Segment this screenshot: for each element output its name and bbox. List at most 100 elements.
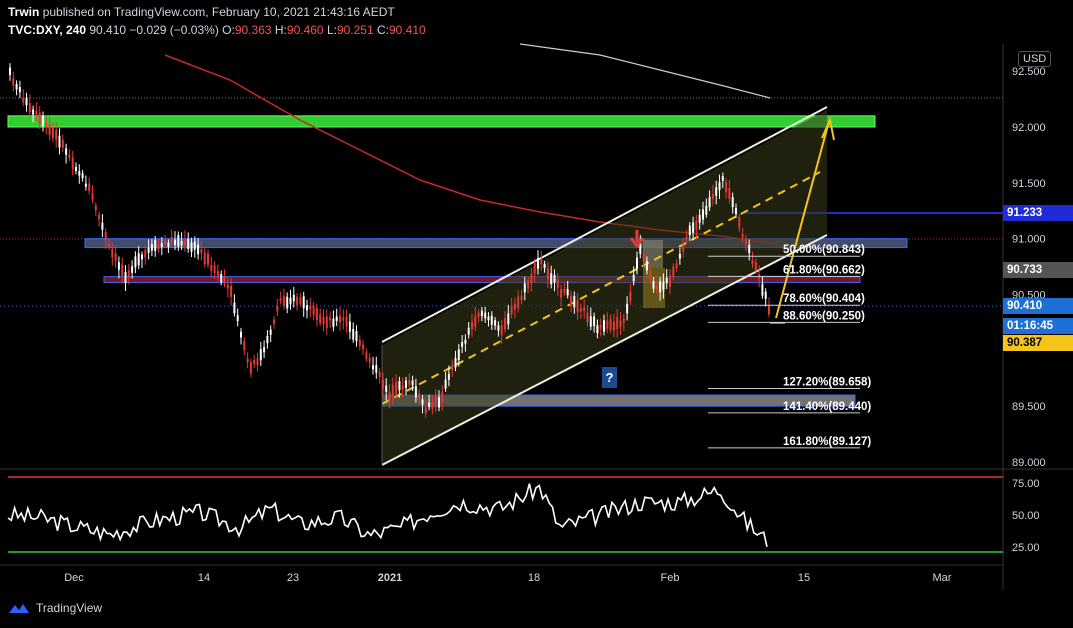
resistance-price-label: 91.233	[1003, 205, 1073, 221]
question-badge[interactable]: ?	[602, 367, 617, 388]
candle-body	[438, 397, 440, 408]
candle-body	[22, 97, 25, 103]
candle-body	[461, 342, 464, 347]
candle-body	[302, 296, 305, 309]
candle-body	[418, 393, 421, 399]
candle-body	[688, 225, 691, 236]
candle-body	[273, 319, 275, 324]
candle-body	[388, 391, 391, 402]
candle-body	[18, 87, 21, 93]
candle-body	[471, 322, 473, 330]
price-tick: 91.000	[1012, 234, 1046, 246]
candle-body	[751, 260, 754, 265]
candle-body	[421, 399, 424, 405]
candle-body	[523, 283, 526, 293]
candle-body	[144, 250, 147, 258]
candle-body	[504, 318, 506, 330]
candle-body	[513, 303, 516, 310]
symbol-label[interactable]: TVC:DXY, 240	[8, 23, 87, 37]
candle-body	[15, 83, 18, 90]
close-label: C:	[377, 23, 389, 37]
tradingview-logo-icon	[9, 604, 29, 613]
candle-body	[583, 307, 586, 312]
author-name: Trwin	[8, 5, 40, 19]
candle-body	[263, 347, 266, 353]
candle-body	[114, 253, 117, 261]
candle-body	[609, 318, 612, 331]
candle-body	[434, 395, 437, 407]
candle-body	[282, 296, 285, 307]
candle-body	[352, 328, 355, 340]
candle-body	[157, 244, 160, 250]
candle-body	[279, 298, 282, 302]
candle-body	[358, 339, 361, 347]
candle-body	[500, 325, 503, 336]
candle-body	[325, 316, 328, 329]
candle-body	[764, 291, 767, 299]
candle-body	[292, 294, 295, 302]
candle-body	[533, 262, 536, 274]
candle-body	[150, 244, 153, 251]
candle-body	[154, 239, 157, 251]
candle-body	[335, 316, 338, 322]
candle-body	[705, 205, 708, 215]
candle-body	[65, 148, 68, 155]
candle-body	[576, 299, 579, 312]
candle-body	[147, 247, 150, 253]
candle-body	[381, 379, 384, 389]
candle-body	[586, 312, 589, 322]
low-value: 90.251	[336, 23, 374, 37]
candle-body	[606, 320, 609, 329]
candle-body	[203, 252, 206, 265]
candle-body	[593, 316, 596, 327]
candle-body	[490, 315, 493, 325]
candle-body	[12, 78, 15, 86]
footer-brand[interactable]: TradingView	[36, 601, 103, 615]
candle-body	[395, 381, 398, 394]
channel-upper-line	[381, 106, 828, 343]
candle-body	[68, 154, 71, 158]
candle-body	[230, 285, 233, 297]
candle-body	[718, 182, 721, 190]
price-tick: 92.500	[1012, 66, 1046, 78]
candle-body	[368, 357, 371, 363]
candle-body	[375, 365, 378, 373]
candle-body	[190, 242, 193, 252]
fib-label: 127.20%(89.658)	[783, 377, 871, 389]
candle-body	[619, 320, 622, 328]
candle-body	[645, 261, 648, 271]
candle-body	[322, 316, 325, 325]
candle-body	[652, 280, 655, 289]
candle-body	[28, 103, 31, 113]
candle-body	[563, 289, 566, 293]
candle-body	[98, 214, 101, 219]
candle-body	[629, 291, 632, 302]
candle-body	[306, 305, 308, 311]
rsi-tick: 75.00	[1012, 478, 1040, 490]
fib-label: 88.60%(90.250)	[783, 310, 865, 322]
candle-body	[728, 187, 731, 199]
price-tick: 89.500	[1012, 401, 1046, 413]
open-label: O:	[222, 23, 235, 37]
candle-body	[424, 407, 427, 414]
candle-body	[444, 379, 447, 389]
currency-button[interactable]: USD	[1018, 51, 1052, 67]
candle-body	[639, 243, 642, 254]
candle-body	[385, 385, 388, 392]
candle-body	[477, 312, 480, 317]
candle-body	[226, 284, 229, 289]
candle-body	[167, 242, 170, 247]
time-tick: 14	[198, 572, 210, 584]
candle-body	[134, 256, 137, 268]
candle-body	[180, 241, 183, 246]
candle-body	[127, 270, 130, 278]
candle-body	[632, 274, 635, 282]
candle-body	[603, 320, 605, 332]
channel-fill	[382, 110, 827, 465]
candle-body	[550, 273, 553, 284]
candle-body	[662, 281, 665, 290]
open-value: 90.363	[234, 23, 272, 37]
candle-body	[768, 305, 770, 315]
candle-body	[315, 308, 318, 321]
